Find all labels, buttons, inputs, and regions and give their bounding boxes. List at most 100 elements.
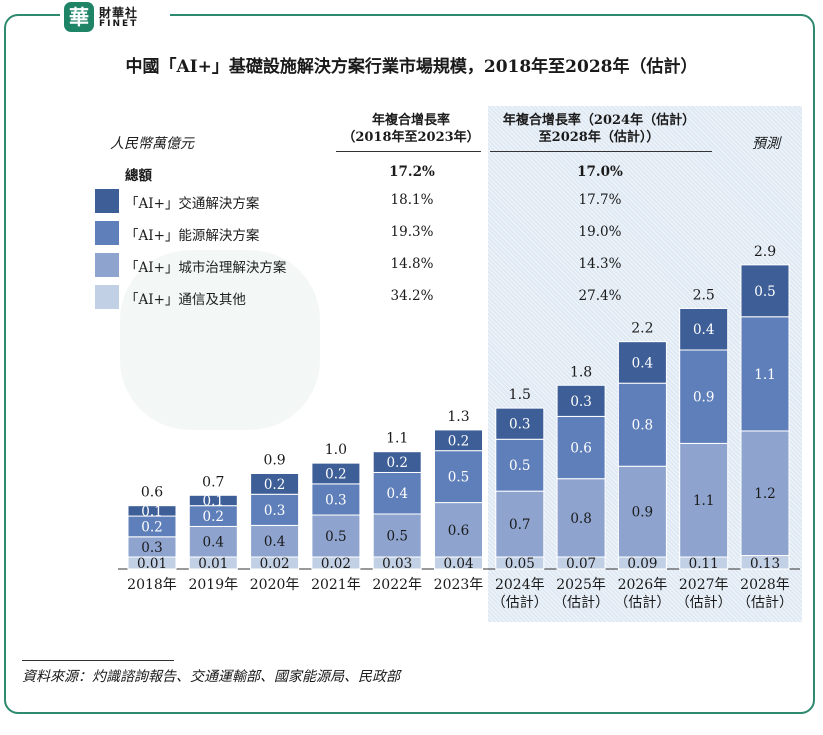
bar-segment — [556, 384, 606, 417]
bar-value-label: 0.13 — [750, 556, 780, 572]
bar-value-label: 0.09 — [627, 556, 657, 572]
bar-value-label: 0.01 — [137, 556, 167, 572]
legend-swatch-city-governance — [95, 253, 119, 277]
cagr-transport-historical: 18.1% — [390, 192, 434, 208]
cagr-energy-forecast: 19.0% — [578, 224, 622, 240]
x-tick-label: 2027年 — [679, 577, 729, 593]
bar-value-label: 0.5 — [509, 458, 530, 474]
chart-title: 中國「AI+」基礎設施解決方案行業市場規模，2018年至2028年（估計） — [125, 57, 698, 77]
bar-value-label: 0.3 — [509, 417, 530, 433]
bar-segment — [372, 451, 422, 473]
bar-value-label: 0.8 — [632, 418, 653, 434]
bar-value-label: 0.7 — [509, 517, 530, 533]
bar-value-label: 0.4 — [693, 322, 714, 338]
legend-label-transport: 「AI+」交通解決方案 — [125, 196, 260, 212]
cagr-telecom-other-historical: 34.2% — [390, 288, 434, 304]
cagr-transport-forecast: 17.7% — [578, 192, 622, 208]
bar-value-label: 0.2 — [264, 477, 285, 493]
x-tick-label: 2020年 — [250, 577, 300, 593]
bar-value-label: 0.2 — [203, 509, 224, 525]
bar-segment — [679, 442, 729, 558]
bar-value-label: 0.02 — [321, 556, 351, 572]
x-tick-label: （估計） — [676, 595, 732, 611]
bar-value-label: 1.1 — [754, 367, 775, 383]
legend-item-energy: 「AI+」能源解決方案 — [95, 221, 495, 245]
bar-value-label: 0.3 — [141, 540, 162, 556]
bar-segment — [434, 429, 483, 452]
bar-value-label: 0.4 — [264, 534, 285, 550]
bar-segment — [311, 462, 361, 485]
bar-value-label: 0.6 — [448, 523, 469, 539]
x-tick-label: 2023年 — [434, 577, 484, 593]
bar-total-label: 2.2 — [631, 321, 653, 337]
cagr-telecom-other-forecast: 27.4% — [578, 288, 622, 304]
bar-segment — [188, 494, 238, 507]
legend-label-energy: 「AI+」能源解決方案 — [125, 228, 260, 244]
legend-item-telecom-other: 「AI+」通信及其他 — [95, 285, 495, 309]
cagr-header-historical-line1: 年複合增長率 — [371, 113, 450, 128]
bar-value-label: 0.2 — [325, 467, 346, 483]
bar-segment — [372, 471, 422, 515]
bar-segment — [372, 513, 422, 558]
bar-segment — [250, 493, 300, 526]
x-tick-label: （估計） — [614, 595, 670, 611]
bar-value-label: 0.05 — [505, 556, 535, 572]
bar-value-label: 1.1 — [693, 493, 714, 509]
bar-value-label: 0.1 — [203, 493, 224, 509]
bar-value-label: 0.03 — [382, 556, 412, 572]
legend-swatch-energy — [95, 221, 119, 245]
bar-value-label: 0.2 — [448, 433, 469, 449]
x-tick-label: 2025年 — [556, 577, 606, 593]
bar-value-label: 0.9 — [632, 505, 653, 521]
legend-swatch-telecom-other — [95, 285, 119, 309]
x-tick-label: 2022年 — [372, 577, 422, 593]
bar-segment — [250, 524, 300, 558]
legend-swatch-transport — [95, 189, 119, 213]
bar-segment — [311, 483, 361, 516]
bar-segment — [495, 490, 545, 558]
bar-segment — [617, 341, 667, 384]
legend-label-city-governance: 「AI+」城市治理解決方案 — [125, 260, 287, 276]
bar-value-label: 0.9 — [693, 390, 714, 406]
cagr-header-forecast: 年複合增長率（2024年（估計） 至2028年（估計）） — [486, 112, 712, 146]
x-tick-label: 2018年 — [127, 577, 177, 593]
bar-value-label: 0.8 — [570, 511, 591, 527]
bar-value-label: 0.5 — [448, 470, 469, 486]
x-tick-label: 2026年 — [618, 577, 668, 593]
cagr-header-historical: 年複合增長率 （2018年至2023年） — [336, 112, 486, 146]
bar-value-label: 0.4 — [203, 535, 224, 551]
bar-value-label: 0.2 — [141, 519, 162, 535]
cagr-energy-historical: 19.3% — [390, 224, 434, 240]
bar-value-label: 1.2 — [754, 486, 775, 502]
x-tick-label: 2024年 — [495, 577, 545, 593]
bar-total-label: 0.7 — [202, 474, 224, 490]
bar-value-label: 0.4 — [632, 355, 653, 371]
total-label: 總額 — [125, 168, 152, 184]
bar-value-label: 0.6 — [570, 441, 591, 457]
x-tick-label: （估計） — [492, 595, 548, 611]
x-tick-label: （估計） — [553, 595, 609, 611]
bar-total-label: 1.3 — [447, 409, 469, 425]
x-tick-label: 2028年 — [740, 577, 790, 593]
bar-value-label: 0.01 — [198, 556, 228, 572]
bar-segment — [250, 473, 300, 495]
cagr-city-governance-forecast: 14.3% — [578, 256, 622, 272]
bar-value-label: 0.5 — [386, 528, 407, 544]
footer-rule — [22, 660, 174, 661]
bar-segment — [617, 382, 667, 467]
x-tick-label: 2019年 — [188, 577, 238, 593]
bar-segment — [127, 505, 177, 517]
bar-total-label: 0.9 — [263, 453, 285, 469]
bar-total-label: 2.9 — [754, 244, 776, 260]
cagr-header-forecast-line1: 年複合增長率（2024年（估計） — [502, 113, 696, 128]
bar-segment — [311, 514, 361, 558]
cagr-total-historical: 17.2% — [389, 164, 435, 180]
bar-value-label: 0.07 — [566, 556, 596, 572]
bar-value-label: 0.5 — [325, 529, 346, 545]
logo-seal-icon: 華 — [64, 2, 94, 32]
bar-segment — [495, 407, 545, 440]
bar-total-label: 2.5 — [693, 287, 715, 303]
unit-label: 人民幣萬億元 — [110, 136, 194, 152]
cagr-total-forecast: 17.0% — [577, 164, 623, 180]
